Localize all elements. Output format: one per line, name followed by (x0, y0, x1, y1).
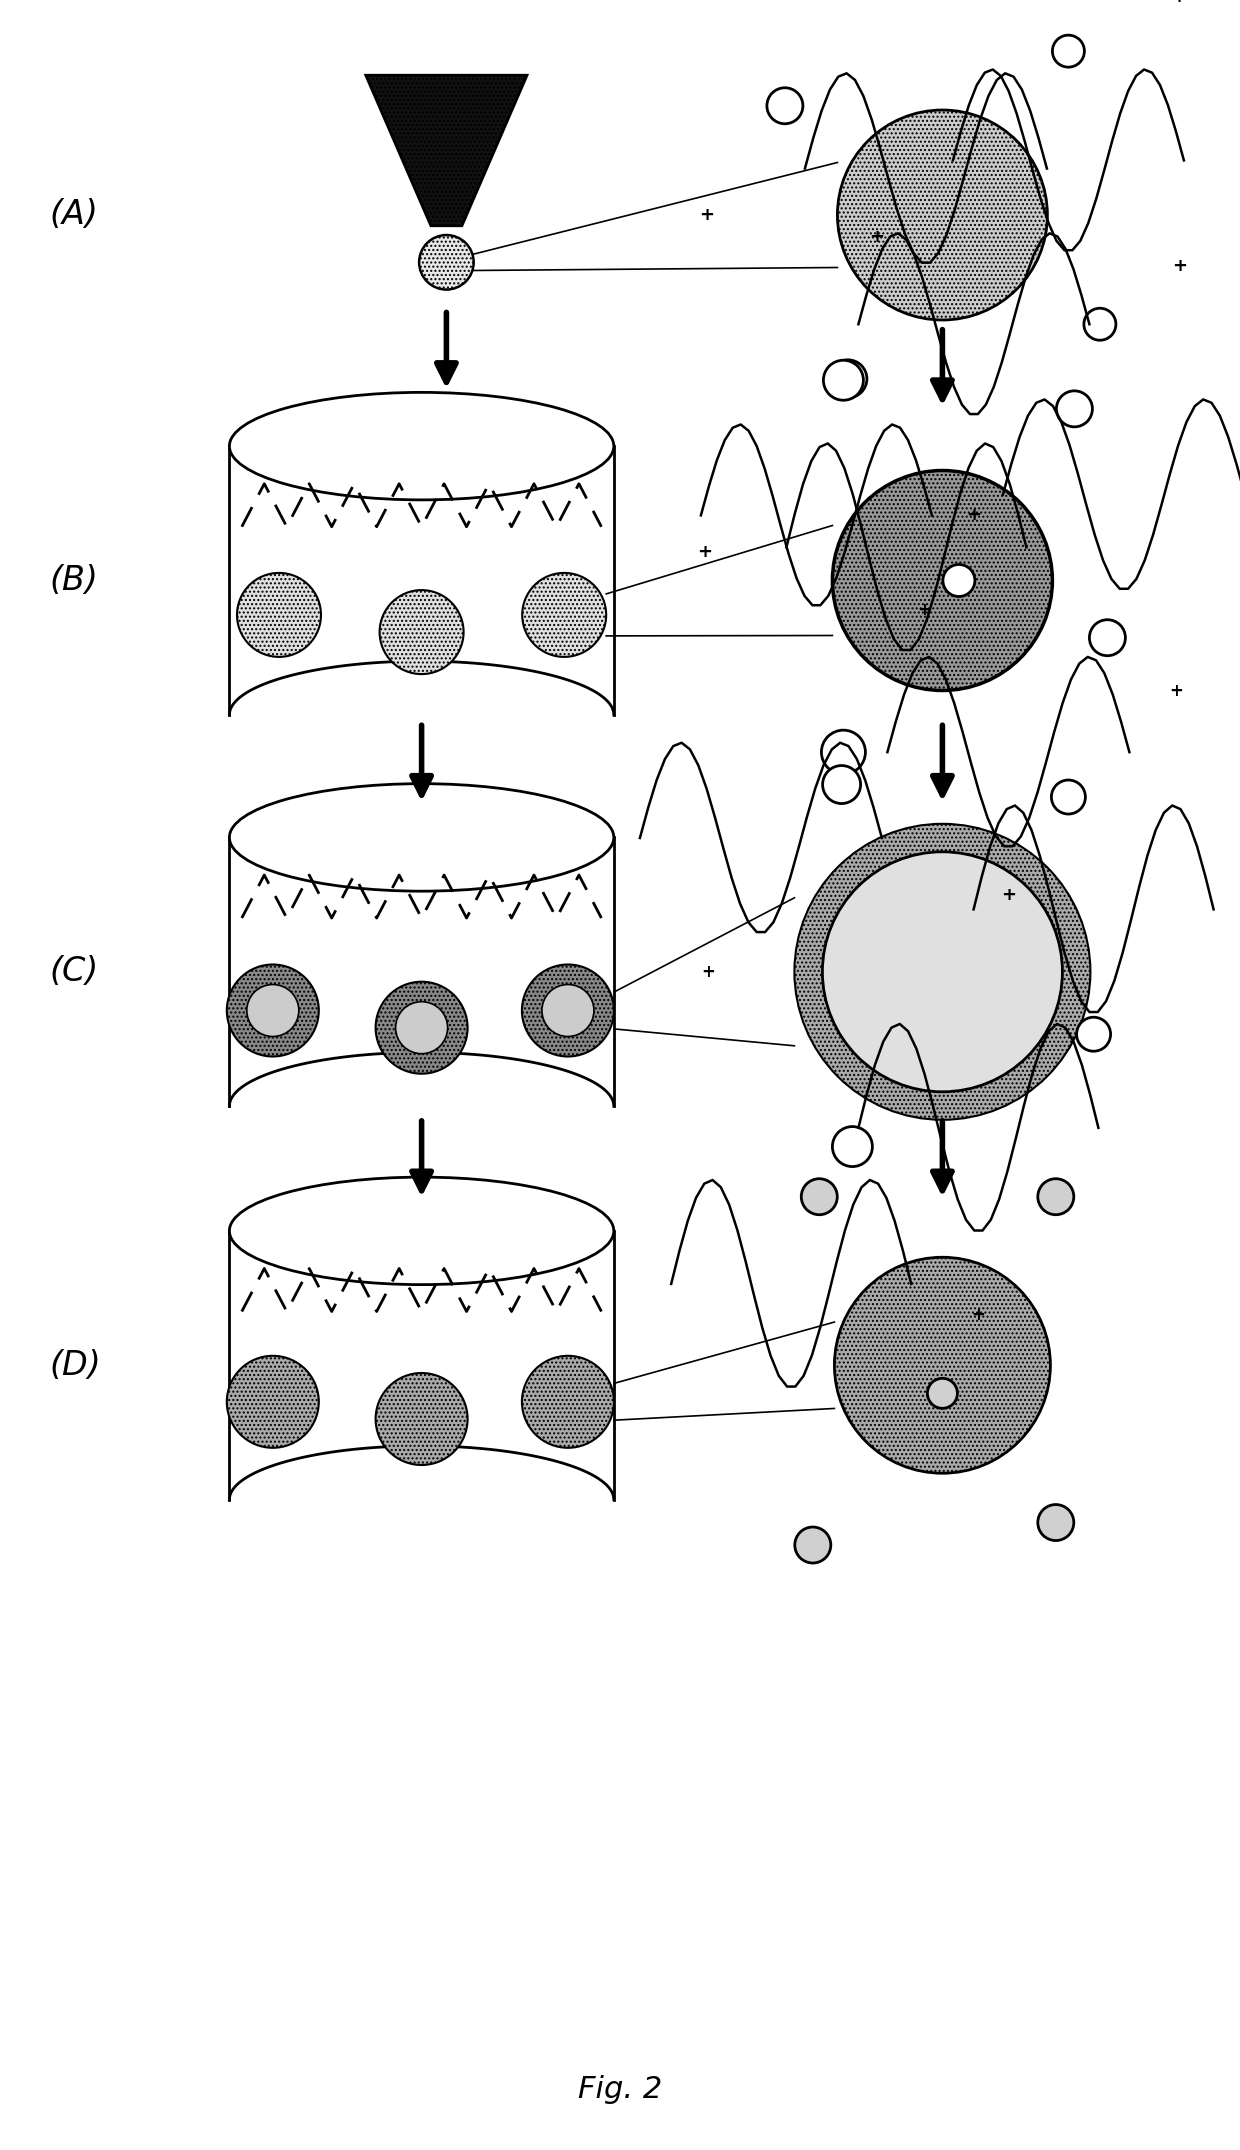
Ellipse shape (1038, 1505, 1074, 1542)
Text: +: + (971, 1305, 986, 1324)
Ellipse shape (942, 565, 975, 596)
Text: +: + (869, 228, 884, 247)
Ellipse shape (832, 1127, 873, 1167)
Ellipse shape (247, 985, 299, 1036)
Text: +: + (1171, 0, 1187, 6)
Text: +: + (698, 206, 714, 224)
Ellipse shape (227, 1357, 319, 1447)
Ellipse shape (766, 88, 804, 125)
Ellipse shape (828, 359, 867, 398)
Ellipse shape (1053, 34, 1085, 67)
Ellipse shape (1056, 391, 1092, 428)
Ellipse shape (376, 1374, 467, 1464)
Ellipse shape (801, 1178, 837, 1215)
Ellipse shape (419, 234, 474, 290)
Ellipse shape (832, 471, 1053, 690)
FancyBboxPatch shape (229, 836, 614, 1105)
Ellipse shape (1090, 619, 1126, 656)
Ellipse shape (396, 1002, 448, 1054)
Text: (B): (B) (50, 563, 98, 598)
Ellipse shape (227, 965, 319, 1056)
Text: +: + (1169, 682, 1183, 701)
Text: +: + (697, 544, 712, 561)
Ellipse shape (821, 731, 866, 774)
Ellipse shape (522, 965, 614, 1056)
Ellipse shape (928, 1378, 957, 1408)
Ellipse shape (822, 765, 861, 804)
Ellipse shape (542, 985, 594, 1036)
Text: +: + (702, 963, 715, 980)
Ellipse shape (376, 983, 467, 1073)
Text: +: + (918, 600, 931, 619)
Text: (C): (C) (50, 955, 99, 989)
Ellipse shape (822, 851, 1063, 1092)
Ellipse shape (1038, 1178, 1074, 1215)
Ellipse shape (795, 1526, 831, 1563)
FancyBboxPatch shape (229, 1230, 614, 1501)
Ellipse shape (229, 783, 614, 890)
Ellipse shape (823, 361, 863, 400)
Ellipse shape (795, 823, 1090, 1120)
Polygon shape (366, 75, 527, 226)
Ellipse shape (229, 1178, 614, 1284)
Text: +: + (1001, 886, 1016, 905)
Text: Fig. 2: Fig. 2 (578, 2075, 662, 2105)
Text: +: + (966, 507, 981, 525)
Text: (D): (D) (50, 1348, 102, 1382)
Ellipse shape (1076, 1017, 1111, 1051)
Text: (A): (A) (50, 198, 98, 232)
Ellipse shape (1084, 307, 1116, 340)
Ellipse shape (1052, 780, 1085, 815)
Ellipse shape (229, 391, 614, 499)
Ellipse shape (379, 589, 464, 675)
Ellipse shape (522, 572, 606, 658)
Ellipse shape (837, 110, 1048, 320)
Ellipse shape (237, 572, 321, 658)
Text: +: + (1173, 256, 1188, 275)
FancyBboxPatch shape (229, 445, 614, 714)
Ellipse shape (522, 1357, 614, 1447)
Ellipse shape (835, 1258, 1050, 1473)
